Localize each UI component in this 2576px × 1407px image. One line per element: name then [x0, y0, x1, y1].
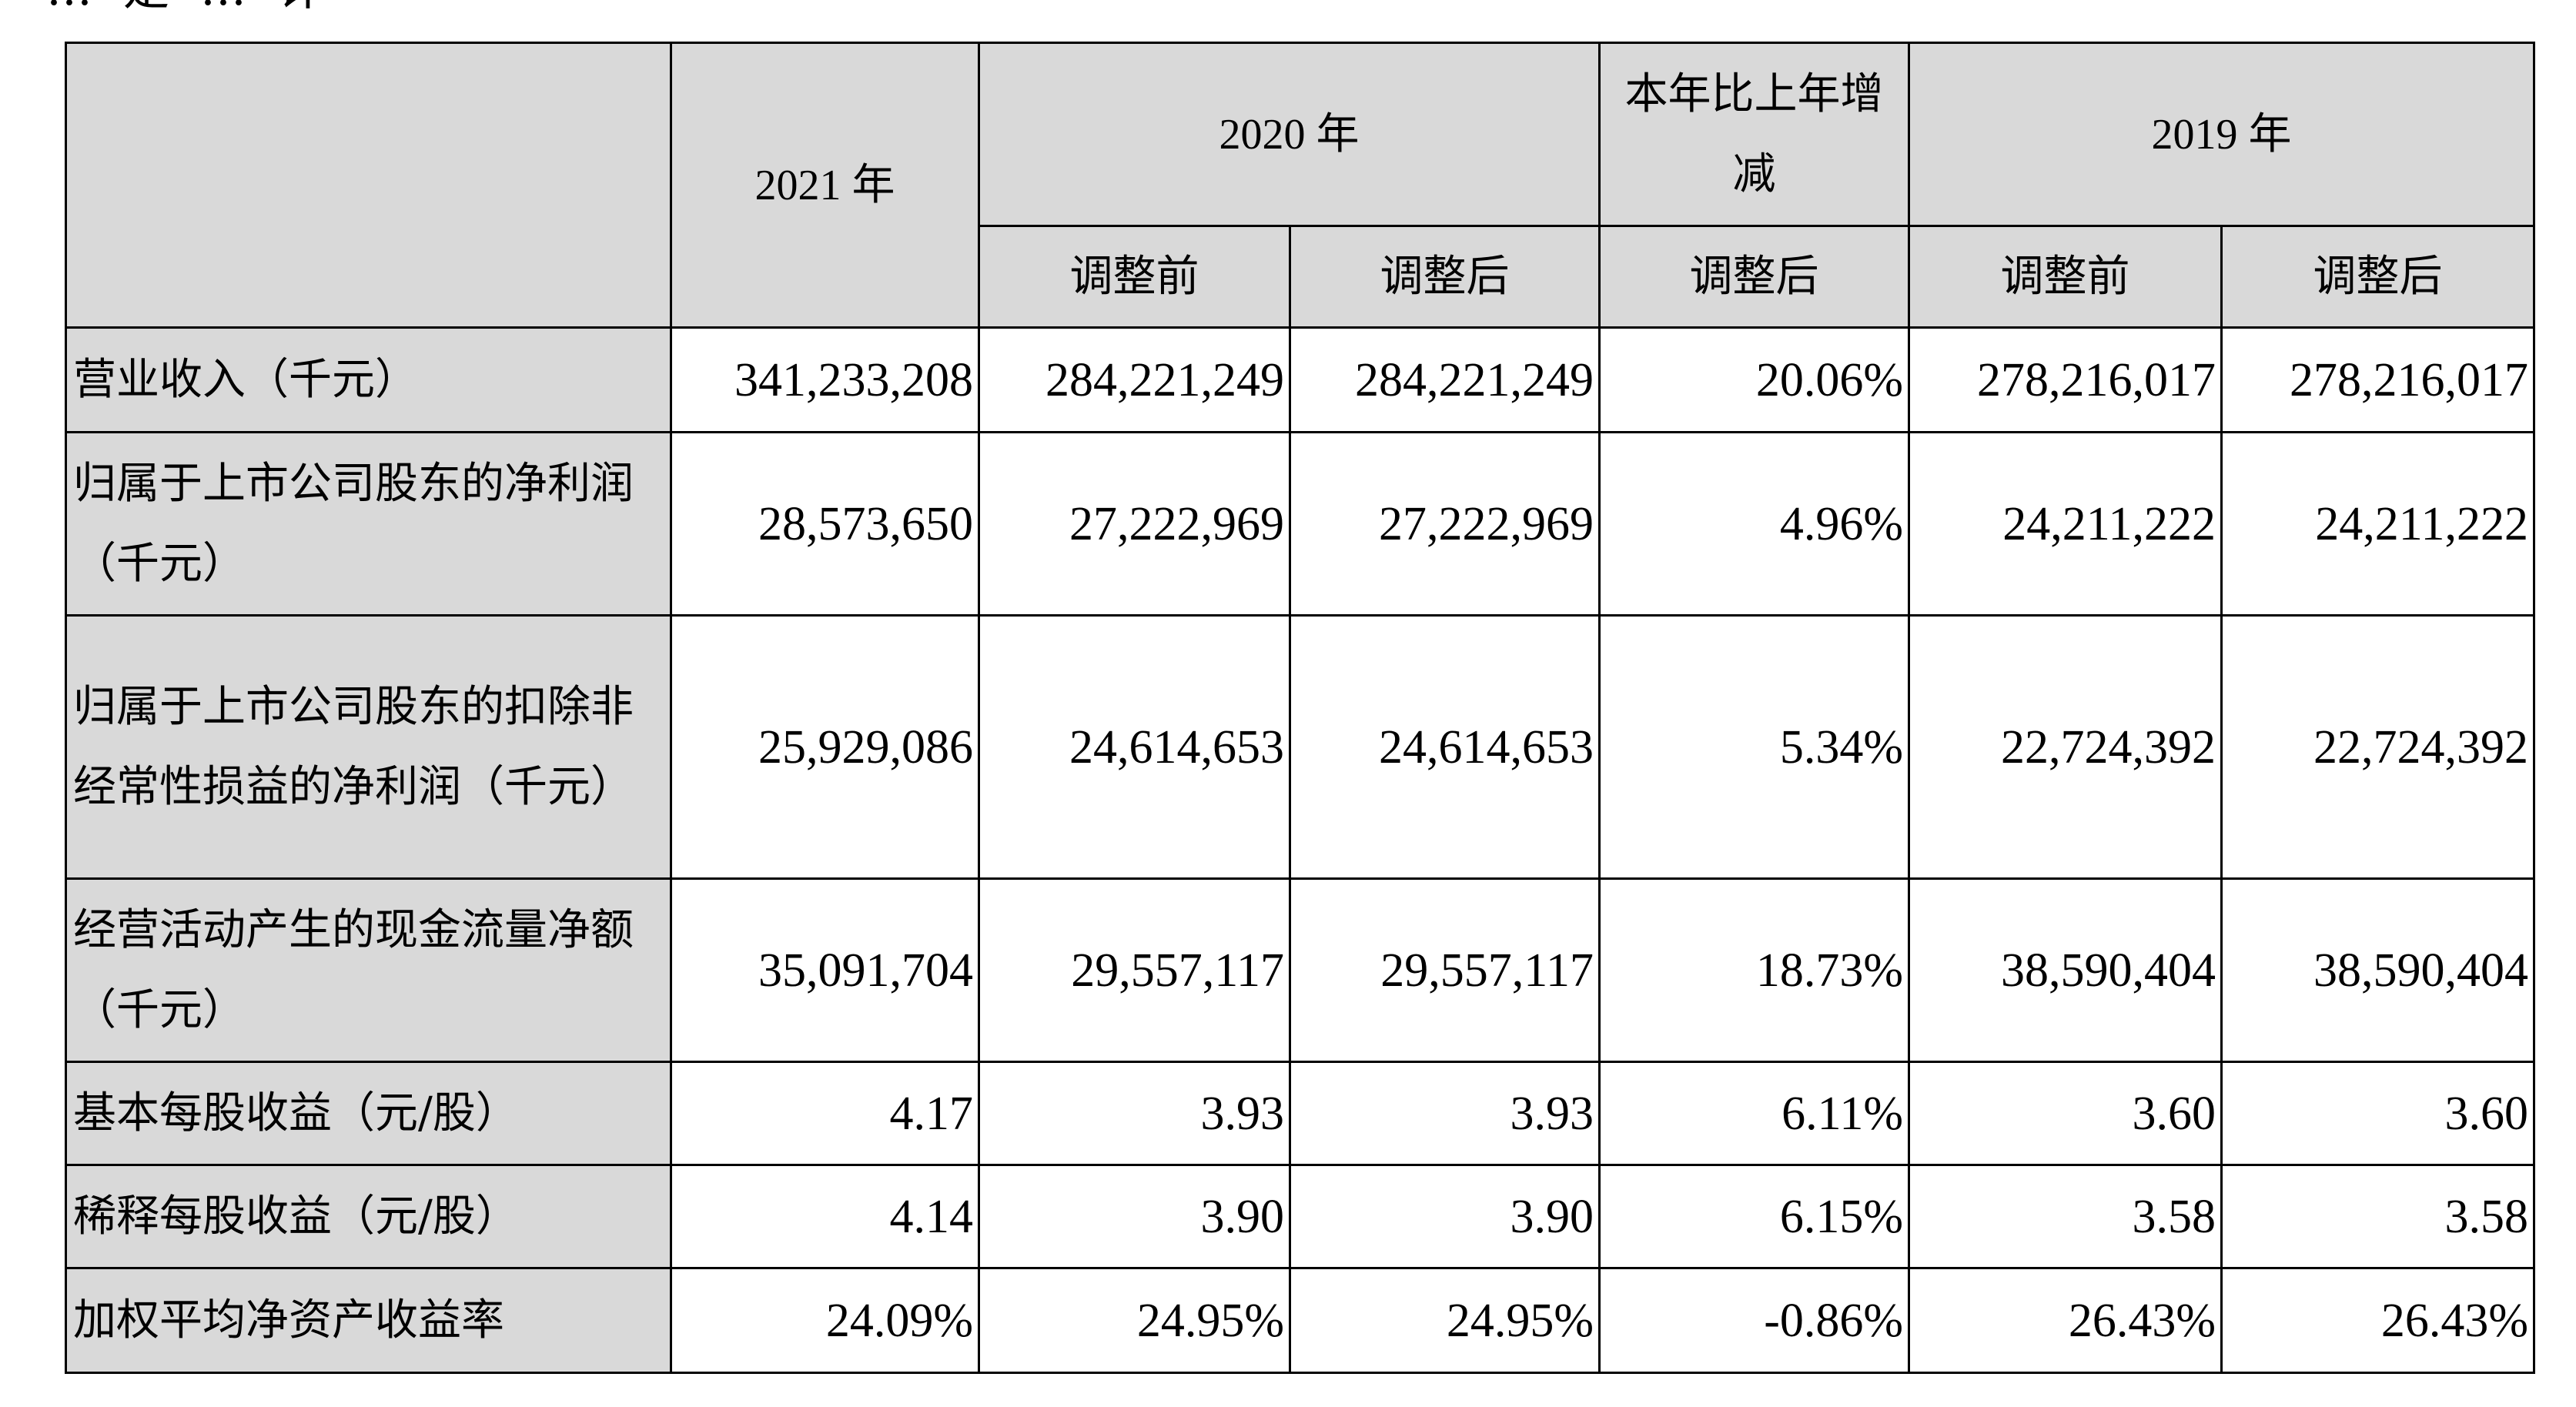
cell-2021: 4.14: [670, 1164, 980, 1269]
cell-change: 18.73%: [1598, 877, 1910, 1063]
cell-2021: 341,233,208: [670, 326, 980, 433]
cell-2020-after: 3.90: [1289, 1164, 1601, 1269]
cell-change: -0.86%: [1598, 1267, 1910, 1374]
row-label: 稀释每股收益（元/股）: [65, 1164, 672, 1269]
cell-2019-before: 22,724,392: [1908, 614, 2223, 880]
row-label: 加权平均净资产收益率: [65, 1267, 672, 1374]
table-row: 归属于上市公司股东的净利润（千元） 28,573,650 27,222,969 …: [65, 431, 2535, 617]
cell-change: 20.06%: [1598, 326, 1910, 433]
header-row-years: 2021 年 2020 年 本年比上年增减 2019 年: [65, 42, 2535, 329]
header-yoy-change: 本年比上年增减: [1598, 42, 1910, 227]
cell-2020-before: 3.90: [978, 1164, 1291, 1269]
cell-2020-before: 284,221,249: [978, 326, 1291, 433]
row-label: 基本每股收益（元/股）: [65, 1061, 672, 1166]
cell-2020-after: 284,221,249: [1289, 326, 1601, 433]
cell-2019-before: 38,590,404: [1908, 877, 2223, 1063]
cell-change: 4.96%: [1598, 431, 1910, 617]
row-label: 归属于上市公司股东的扣除非经常性损益的净利润（千元）: [65, 614, 672, 880]
cell-2021: 4.17: [670, 1061, 980, 1166]
cell-2019-before: 24,211,222: [1908, 431, 2223, 617]
cell-2020-before: 27,222,969: [978, 431, 1291, 617]
table-row: 加权平均净资产收益率 24.09% 24.95% 24.95% -0.86% 2…: [65, 1267, 2535, 1374]
header-2020: 2020 年: [978, 42, 1601, 227]
cut-off-heading-fragment: …是…计: [46, 0, 354, 12]
cell-2020-after: 27,222,969: [1289, 431, 1601, 617]
cell-change: 5.34%: [1598, 614, 1910, 880]
cell-2021: 24.09%: [670, 1267, 980, 1374]
table-row: 经营活动产生的现金流量净额（千元） 35,091,704 29,557,117 …: [65, 877, 2535, 1063]
cell-2021: 28,573,650: [670, 431, 980, 617]
cell-2020-after: 3.93: [1289, 1061, 1601, 1166]
table-row: 基本每股收益（元/股） 4.17 3.93 3.93 6.11% 3.60 3.…: [65, 1061, 2535, 1166]
table-row: 营业收入（千元） 341,233,208 284,221,249 284,221…: [65, 326, 2535, 433]
cell-2021: 25,929,086: [670, 614, 980, 880]
header-row-adjustment: 调整前 调整后 调整后 调整前 调整后: [66, 225, 2535, 329]
financial-summary-table: 2021 年 2020 年 本年比上年增减 2019 年 调整前 调整后 调整后…: [65, 42, 2535, 1374]
cell-2020-after: 24.95%: [1289, 1267, 1601, 1374]
table-row: 稀释每股收益（元/股） 4.14 3.90 3.90 6.15% 3.58 3.…: [65, 1164, 2535, 1269]
row-label-header-cell: [65, 42, 672, 329]
cell-2019-before: 278,216,017: [1908, 326, 2223, 433]
cell-2020-after: 29,557,117: [1289, 877, 1601, 1063]
cell-2019-after: 3.60: [2220, 1061, 2535, 1166]
header-2019-after-adjust: 调整后: [2220, 225, 2535, 329]
table-row: 归属于上市公司股东的扣除非经常性损益的净利润（千元） 25,929,086 24…: [65, 614, 2535, 880]
cell-2020-before: 24,614,653: [978, 614, 1291, 880]
cell-2020-before: 29,557,117: [978, 877, 1291, 1063]
cell-change: 6.15%: [1598, 1164, 1910, 1269]
header-2020-before-adjust: 调整前: [978, 225, 1291, 329]
cell-2019-before: 3.60: [1908, 1061, 2223, 1166]
cell-2019-before: 26.43%: [1908, 1267, 2223, 1374]
cell-2019-before: 3.58: [1908, 1164, 2223, 1269]
cell-change: 6.11%: [1598, 1061, 1910, 1166]
cell-2019-after: 38,590,404: [2220, 877, 2535, 1063]
header-2019: 2019 年: [1908, 42, 2535, 227]
cell-2019-after: 24,211,222: [2220, 431, 2535, 617]
cell-2020-before: 3.93: [978, 1061, 1291, 1166]
header-change-after-adjust: 调整后: [1598, 225, 1910, 329]
row-label: 归属于上市公司股东的净利润（千元）: [65, 431, 672, 617]
cell-2020-before: 24.95%: [978, 1267, 1291, 1374]
header-2020-after-adjust: 调整后: [1289, 225, 1601, 329]
cell-2021: 35,091,704: [670, 877, 980, 1063]
row-label: 营业收入（千元）: [65, 326, 672, 433]
header-2019-before-adjust: 调整前: [1908, 225, 2223, 329]
cell-2019-after: 3.58: [2220, 1164, 2535, 1269]
header-2021: 2021 年: [670, 42, 980, 329]
cell-2019-after: 26.43%: [2220, 1267, 2535, 1374]
cell-2020-after: 24,614,653: [1289, 614, 1601, 880]
row-label: 经营活动产生的现金流量净额（千元）: [65, 877, 672, 1063]
cell-2019-after: 22,724,392: [2220, 614, 2535, 880]
cell-2019-after: 278,216,017: [2220, 326, 2535, 433]
